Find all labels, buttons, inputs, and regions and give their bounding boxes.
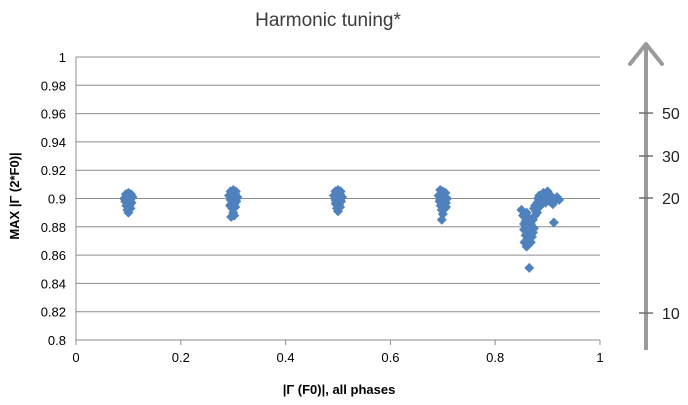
up-arrow-icon	[628, 42, 664, 66]
data-point	[521, 207, 532, 218]
data-point	[434, 196, 445, 207]
y-tick-label: 0.86	[41, 248, 66, 263]
y-tick-labels: 0.8 0.82 0.84 0.86 0.88 0.9 0.92 0.94 0.96 0.98 1	[41, 50, 66, 348]
x-tick-label: 0.2	[172, 350, 190, 365]
side-scale-label: 20	[662, 191, 680, 208]
data-points	[119, 185, 565, 273]
y-tick-label: 0.94	[41, 135, 66, 150]
data-point	[548, 217, 559, 228]
x-tick-labels: 0 0.2 0.4 0.6 0.8 1	[72, 340, 604, 365]
x-tick-label: 1	[596, 350, 603, 365]
data-point	[520, 216, 531, 227]
x-tick-label: 0.8	[486, 350, 504, 365]
data-point	[534, 201, 545, 212]
y-tick-label: 0.92	[41, 163, 66, 178]
data-point	[225, 200, 236, 211]
y-tick-label: 0.88	[41, 220, 66, 235]
data-point	[526, 221, 537, 232]
data-point	[127, 192, 138, 203]
side-scale-label: 50	[662, 106, 680, 123]
side-scale: 50 30 20 10	[628, 42, 680, 350]
y-tick-label: 0.8	[48, 333, 66, 348]
y-axis-label: MAX |Γ (2*F0)|	[7, 152, 22, 239]
x-tick-label: 0.4	[277, 350, 295, 365]
side-scale-label: 30	[662, 149, 680, 166]
data-point	[524, 262, 535, 273]
data-point	[334, 193, 345, 204]
data-point	[231, 193, 242, 204]
data-point	[123, 207, 134, 218]
side-scale-label: 10	[662, 306, 680, 323]
y-tick-label: 0.96	[41, 107, 66, 122]
data-point	[333, 206, 343, 217]
side-scale-ticks: 50 30 20 10	[639, 106, 680, 323]
data-point	[229, 210, 240, 221]
chart-title: Harmonic tuning*	[255, 10, 401, 31]
y-tick-label: 0.82	[41, 305, 66, 320]
data-point	[124, 194, 135, 205]
x-tick-label: 0	[72, 350, 79, 365]
y-tick-label: 0.84	[41, 276, 66, 291]
x-axis-label: |Γ (F0)|, all phases	[283, 382, 396, 397]
data-point	[436, 214, 447, 225]
data-point	[554, 194, 565, 205]
data-point	[440, 201, 451, 212]
x-tick-label: 0.6	[381, 350, 399, 365]
y-tick-label: 0.98	[41, 78, 66, 93]
y-tick-label: 0.9	[48, 192, 66, 207]
y-tick-label: 1	[59, 50, 66, 65]
